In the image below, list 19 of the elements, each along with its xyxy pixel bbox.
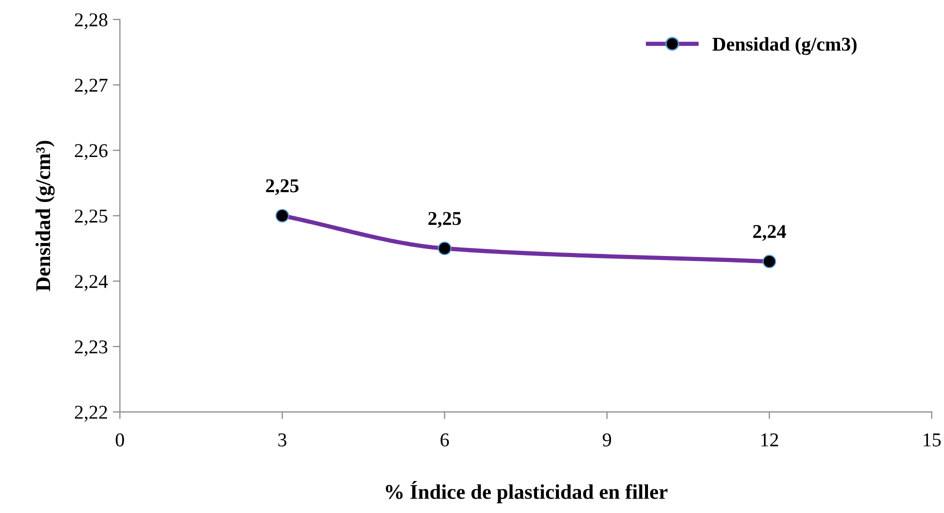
legend-label: Densidad (g/cm3) bbox=[712, 37, 857, 55]
y-tick-label: 2,26 bbox=[74, 144, 108, 160]
x-axis-title: % Índice de plasticidad en filler bbox=[386, 480, 668, 504]
y-tick-label: 2,25 bbox=[74, 210, 108, 226]
x-tick-label: 9 bbox=[602, 433, 612, 446]
x-tick-label: 0 bbox=[116, 433, 124, 446]
x-tick-label: 12 bbox=[761, 433, 778, 446]
y-tick-label: 2,28 bbox=[74, 13, 108, 30]
data-label: 2,25 bbox=[266, 179, 299, 196]
y-tick-label: 2,27 bbox=[74, 78, 108, 95]
y-axis-title: Densidad (g/cm³) bbox=[36, 140, 55, 292]
y-tick-label: 2,24 bbox=[74, 274, 108, 291]
y-tick-label: 2,22 bbox=[74, 406, 108, 422]
x-tick-label: 6 bbox=[440, 433, 449, 446]
x-tick-label: 3 bbox=[278, 433, 286, 446]
data-label: 2,25 bbox=[428, 212, 461, 228]
data-label: 2,24 bbox=[753, 225, 786, 241]
x-tick-label: 15 bbox=[924, 433, 941, 446]
y-tick-label: 2,23 bbox=[74, 340, 108, 356]
